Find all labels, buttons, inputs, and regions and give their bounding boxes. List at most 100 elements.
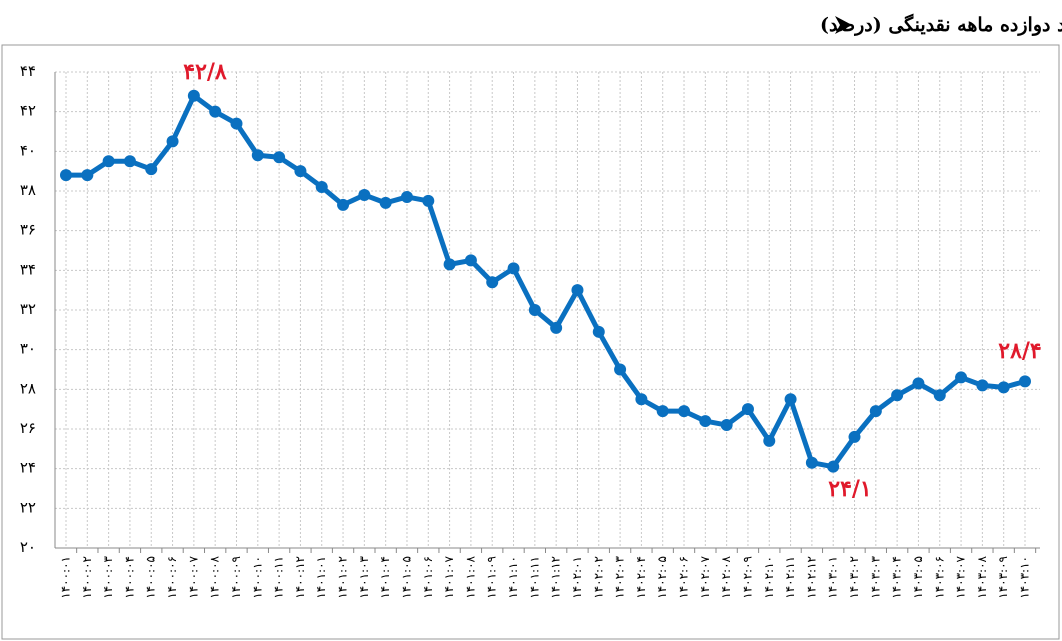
data-point: [955, 371, 968, 384]
x-tick-label: ۱۴۰۳:۰۷: [954, 555, 968, 598]
x-tick-label: ۱۴۰۱:۰۳: [357, 555, 371, 598]
data-point: [166, 135, 179, 148]
data-point: [805, 456, 818, 469]
x-tick-label: ۱۴۰۰:۰۹: [229, 556, 243, 599]
data-point: [592, 325, 605, 338]
y-tick-label: ۲۲: [20, 498, 36, 516]
y-tick-label: ۳۶: [20, 221, 36, 239]
x-tick-label: ۱۴۰۳:۰۹: [996, 556, 1010, 599]
data-point: [60, 169, 72, 182]
x-tick-label: ۱۴۰۱:۱۲: [549, 556, 563, 599]
x-tick-label: ۱۴۰۰:۰۵: [144, 556, 158, 599]
x-tick-label: ۱۴۰۲:۰۴: [634, 556, 648, 599]
x-tick-label: ۱۴۰۲:۰۵: [655, 556, 669, 599]
y-tick-label: ۴۲: [20, 102, 36, 120]
x-tick-label: ۱۴۰۲:۰۳: [613, 555, 627, 598]
y-tick-label: ۳۰: [20, 340, 36, 358]
data-point: [1019, 375, 1031, 388]
data-point: [273, 151, 286, 164]
x-tick-label: ۱۴۰۳:۰۶: [932, 556, 946, 599]
data-point: [891, 389, 904, 402]
x-tick-label: ۱۴۰۱:۱۱: [527, 556, 541, 599]
x-tick-label: ۱۴۰۰:۰۴: [122, 556, 136, 599]
y-tick-label: ۲۰: [20, 538, 36, 556]
x-tick-label: ۱۴۰۲:۱۱: [783, 556, 797, 599]
data-point: [528, 304, 541, 316]
x-tick-label: ۱۴۰۳:۰۵: [911, 556, 925, 599]
data-point: [443, 258, 456, 271]
data-point: [251, 149, 264, 162]
y-tick-label: ۳۲: [20, 300, 36, 318]
data-point: [869, 405, 882, 418]
data-point: [912, 377, 925, 390]
x-tick-label: ۱۴۰۲:۰۷: [698, 555, 712, 598]
data-point: [209, 105, 222, 118]
x-tick-label: ۱۴۰۱:۰۹: [485, 556, 499, 599]
data-point: [976, 379, 989, 392]
data-point: [741, 403, 754, 416]
annotation: ۲۸/۴: [998, 338, 1041, 364]
y-tick-label: ۴۰: [20, 141, 36, 159]
data-point: [614, 363, 627, 376]
data-point: [571, 284, 584, 297]
x-tick-label: ۱۴۰۱:۰۸: [463, 555, 477, 598]
x-tick-label: ۱۴۰۲:۰۸: [719, 555, 733, 598]
x-tick-label: ۱۴۰۱:۰۱: [314, 556, 328, 599]
data-point: [230, 117, 243, 130]
data-point: [358, 188, 371, 201]
data-point: [294, 165, 307, 178]
data-point: [507, 262, 520, 275]
data-point: [145, 163, 158, 176]
y-tick-label: ۲۴: [20, 459, 36, 477]
x-tick-label: ۱۴۰۱:۰۵: [399, 556, 413, 599]
data-point: [102, 155, 115, 168]
chart-border: [1, 44, 1060, 640]
x-tick-label: ۱۴۰۳:۰۲: [847, 556, 861, 599]
x-tick-label: ۱۴۰۳:۰۱: [826, 556, 840, 599]
data-point: [315, 181, 328, 194]
x-tick-label: ۱۴۰۳:۱۰: [1018, 556, 1032, 599]
x-tick-label: ۱۴۰۲:۰۲: [591, 556, 605, 599]
x-tick-label: ۱۴۰۲:۰۹: [740, 556, 754, 599]
x-tick-label: ۱۴۰۰:۰۸: [208, 555, 222, 598]
x-tick-label: ۱۴۰۰:۰۱: [59, 556, 73, 599]
data-point: [720, 419, 733, 432]
data-point: [81, 169, 94, 182]
x-tick-label: ۱۴۰۰:۰۲: [80, 556, 94, 599]
data-point: [123, 155, 136, 168]
data-line: [66, 93, 1026, 470]
data-point: [997, 381, 1010, 394]
x-tick-label: ۱۴۰۳:۰۴: [890, 556, 904, 599]
x-tick-label: ۱۴۰۰:۱۰: [250, 556, 264, 599]
bullet-arrow: [835, 16, 852, 34]
data-point: [699, 415, 712, 428]
y-tick-label: ۴۴: [20, 62, 36, 80]
x-tick-label: ۱۴۰۱:۱۰: [506, 556, 520, 599]
x-tick-label: ۱۴۰۱:۰۶: [421, 556, 435, 599]
x-tick-label: ۱۴۰۰:۰۳: [101, 555, 115, 598]
y-tick-label: ۲۶: [20, 419, 36, 437]
x-tick-label: ۱۴۰۳:۰۸: [975, 555, 989, 598]
y-tick-label: ۳۸: [20, 181, 36, 199]
annotation: ۲۴/۱: [828, 476, 871, 502]
data-point: [635, 393, 648, 406]
y-tick-label: ۳۴: [20, 260, 36, 278]
data-point: [337, 198, 350, 211]
x-tick-label: ۱۴۰۰:۰۷: [186, 555, 200, 598]
x-tick-label: ۱۴۰۱:۰۴: [378, 556, 392, 599]
data-point: [784, 393, 797, 406]
x-tick-label: ۱۴۰۲:۰۱: [570, 556, 584, 599]
data-point: [550, 321, 563, 334]
x-tick-label: ۱۴۰۱:۰۷: [442, 555, 456, 598]
x-tick-label: ۱۴۰۲:۱۰: [762, 556, 776, 599]
x-tick-label: ۱۴۰۰:۰۶: [165, 556, 179, 599]
x-tick-label: ۱۴۰۲:۰۶: [677, 556, 691, 599]
x-tick-label: ۱۴۰۰:۱۱: [272, 556, 286, 599]
x-tick-label: ۱۴۰۱:۰۲: [336, 556, 350, 599]
data-point: [187, 89, 200, 102]
x-tick-label: ۱۴۰۲:۱۲: [804, 556, 818, 599]
data-point: [486, 276, 499, 289]
data-point: [422, 194, 435, 207]
data-point: [933, 389, 946, 402]
